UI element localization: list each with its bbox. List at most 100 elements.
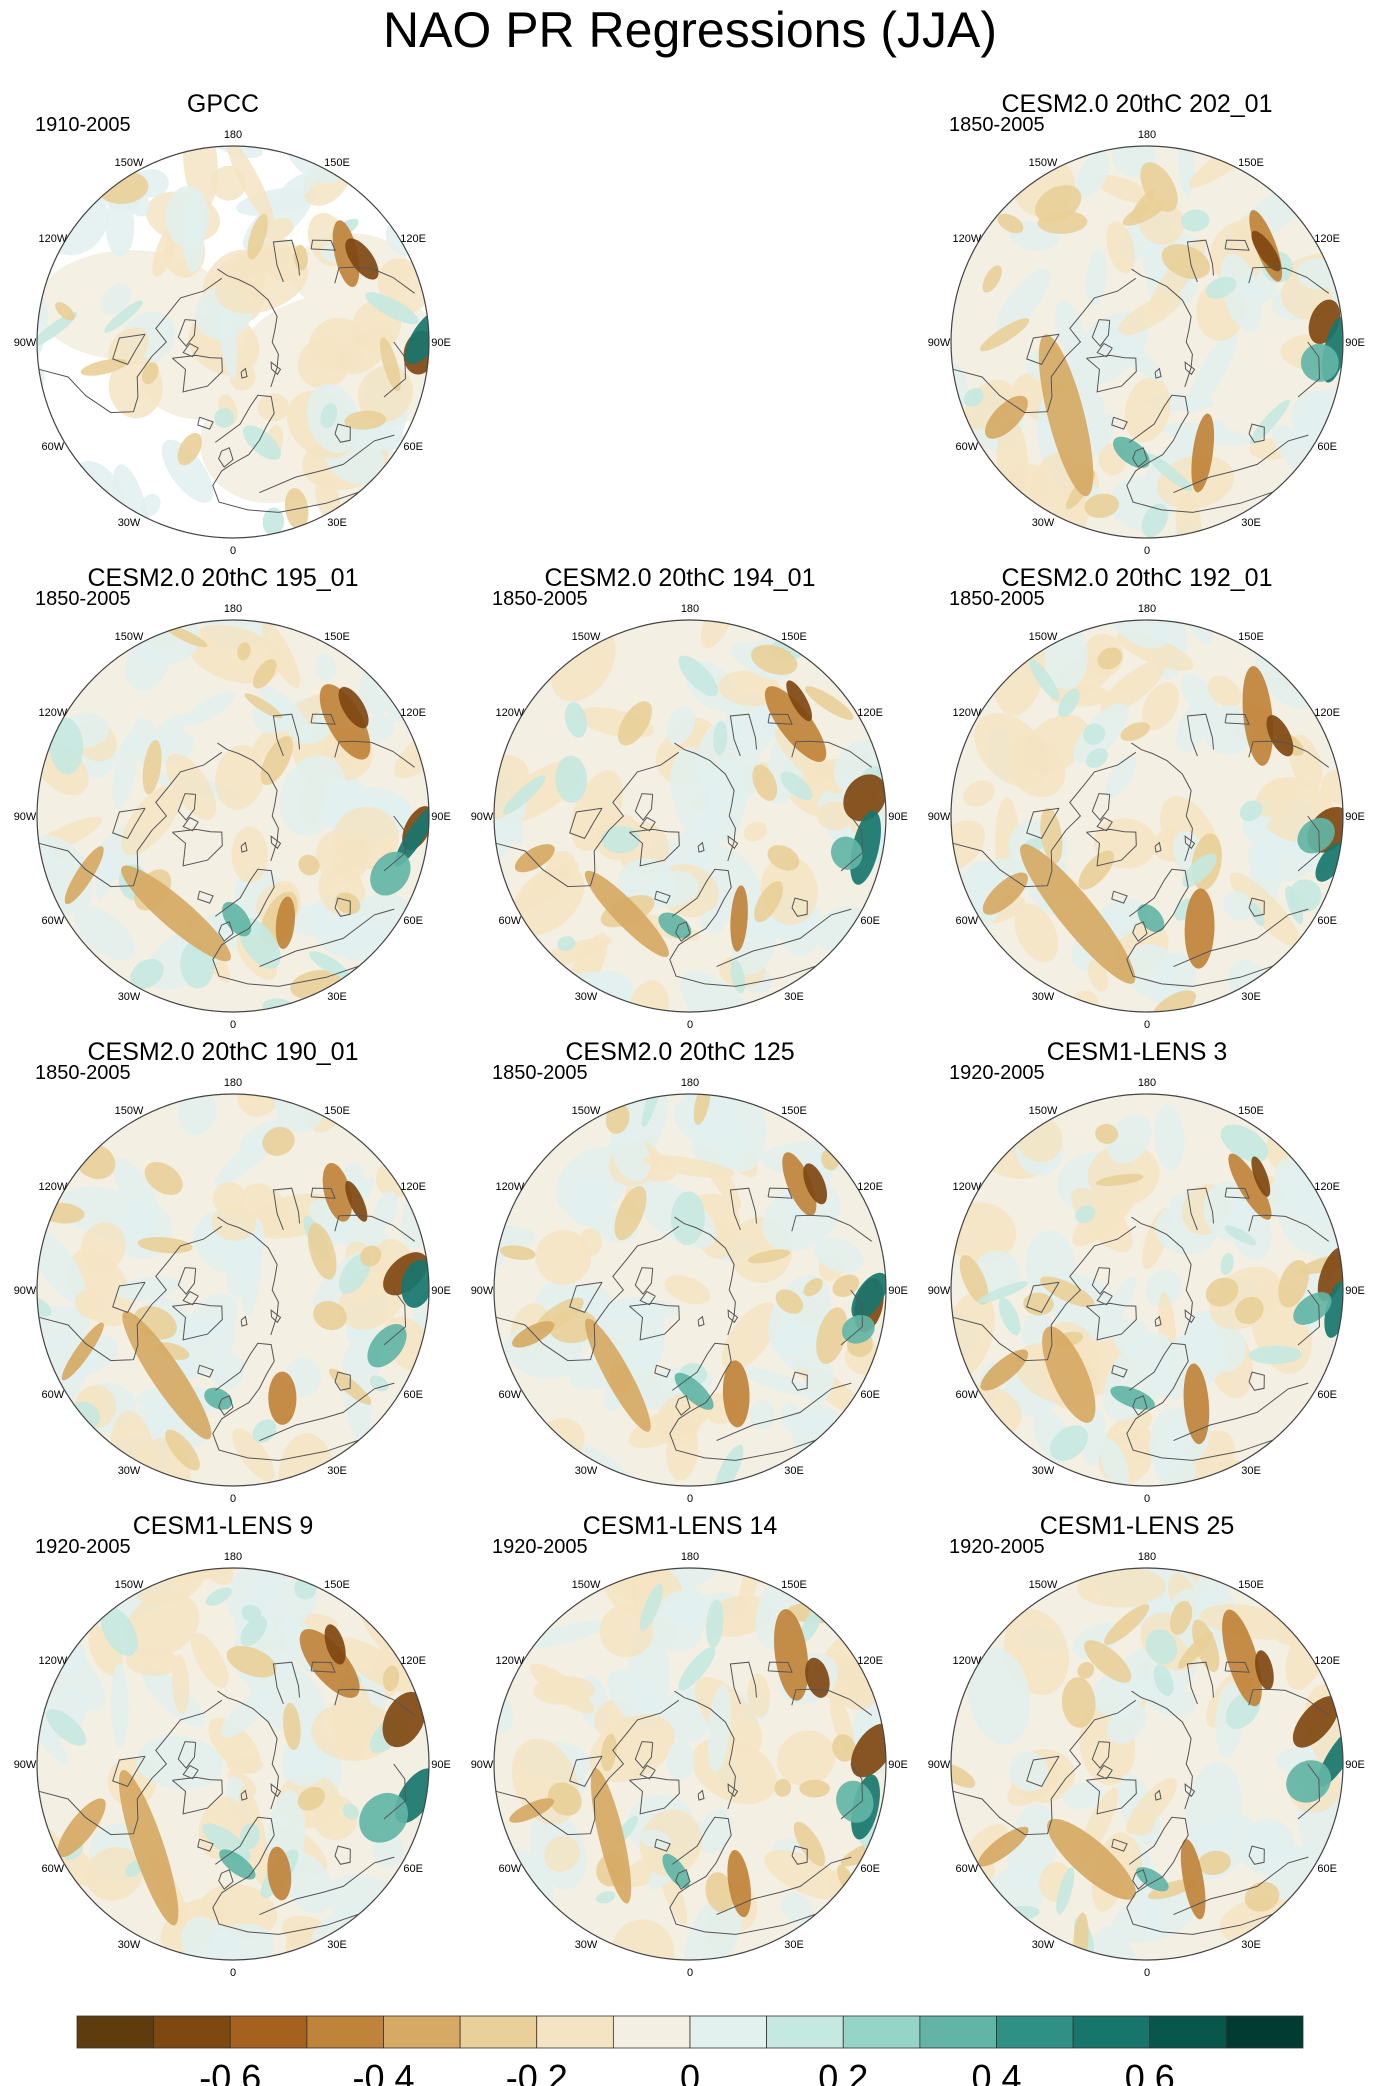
colorbar-swatch (766, 2015, 844, 2049)
longitude-label: 30W (575, 1939, 598, 1951)
longitude-label: 60W (956, 441, 979, 453)
longitude-label: 90E (1345, 811, 1365, 823)
longitude-label: 180 (224, 603, 242, 615)
longitude-label: 30E (327, 1465, 347, 1477)
coastlines (38, 1661, 415, 1935)
longitude-label: 150E (781, 631, 807, 643)
colorbar-swatch (1072, 2015, 1151, 2049)
colorbar-swatch (919, 2015, 997, 2049)
panel-period: 1910-2005 (35, 114, 131, 136)
colorbar-swatch (383, 2015, 461, 2049)
coastlines (952, 713, 1329, 987)
longitude-label: 0 (1144, 545, 1150, 557)
longitude-label: 150E (1238, 1105, 1264, 1117)
map-outline (36, 145, 430, 539)
longitude-label: 180 (1138, 1077, 1156, 1089)
longitude-label: 30W (575, 1465, 598, 1477)
coastlines (495, 1661, 872, 1935)
longitude-label: 120E (400, 233, 426, 245)
coastlines (952, 1661, 1329, 1935)
map-outline (950, 619, 1344, 1013)
longitude-label: 60W (956, 1389, 979, 1401)
map-panel: 180 150E 120E 90E 60E 30E 0 30W 60W 90W 120W 150W CE… (928, 564, 1365, 1031)
longitude-label: 150E (781, 1105, 807, 1117)
colorbar-swatch (1149, 2015, 1227, 2049)
longitude-label: 60E (1317, 1389, 1337, 1401)
longitude-label: 150E (781, 1579, 807, 1591)
figure-title: NAO PR Regressions (JJA) (382, 2, 998, 58)
panel-period: 1850-2005 (35, 588, 131, 610)
longitude-label: 150W (1029, 1579, 1058, 1591)
longitude-label: 120W (495, 1181, 524, 1193)
longitude-label: 30W (1032, 517, 1055, 529)
map-panel: 180 150E 120E 90E 60E 30E 0 30W 60W 90W 120W 150W CE… (14, 564, 451, 1031)
map-outline (493, 1567, 887, 1961)
longitude-label: 150W (115, 157, 144, 169)
longitude-label: 120W (952, 1181, 981, 1193)
longitude-label: 150E (324, 1105, 350, 1117)
longitude-label: 30W (118, 1465, 141, 1477)
panel-title: CESM2.0 20thC 125 (565, 1038, 794, 1066)
longitude-label: 150W (1029, 157, 1058, 169)
panel-period: 1920-2005 (949, 1536, 1045, 1558)
longitude-label: 30W (118, 517, 141, 529)
longitude-label: 120W (38, 707, 67, 719)
longitude-label: 180 (1138, 1551, 1156, 1563)
longitude-label: 0 (687, 1967, 693, 1979)
longitude-label: 30E (327, 517, 347, 529)
longitude-label: 180 (224, 1551, 242, 1563)
map-outline (36, 619, 430, 1013)
longitude-label: 60W (956, 1863, 979, 1875)
map-outline (36, 1093, 430, 1487)
longitude-label: 90W (928, 1759, 951, 1771)
longitude-label: 0 (1144, 1019, 1150, 1031)
longitude-label: 0 (687, 1493, 693, 1505)
longitude-label: 150W (115, 1579, 144, 1591)
longitude-label: 90W (928, 337, 951, 349)
longitude-label: 30W (1032, 1939, 1055, 1951)
longitude-label: 30E (784, 1939, 804, 1951)
longitude-label: 120W (495, 707, 524, 719)
longitude-label: 120E (1314, 707, 1340, 719)
longitude-label: 90W (471, 1285, 494, 1297)
longitude-label: 30E (1241, 1465, 1261, 1477)
longitude-label: 60E (403, 915, 423, 927)
map-outline (36, 1567, 430, 1961)
colorbar-label: -0.4 (352, 2057, 414, 2086)
colorbar-swatch (76, 2015, 155, 2049)
coastlines (495, 713, 872, 987)
longitude-label: 90E (888, 1285, 908, 1297)
colorbar-label: 0.2 (818, 2057, 868, 2086)
longitude-label: 30E (1241, 991, 1261, 1003)
precip-field (951, 1104, 1343, 1486)
longitude-label: 150W (1029, 631, 1058, 643)
longitude-label: 30W (1032, 991, 1055, 1003)
longitude-label: 30W (575, 991, 598, 1003)
panel-period: 1850-2005 (492, 1062, 588, 1084)
panel-period: 1920-2005 (949, 1062, 1045, 1084)
colorbar-swatch (689, 2015, 768, 2049)
longitude-label: 60W (42, 1389, 65, 1401)
longitude-label: 0 (1144, 1493, 1150, 1505)
longitude-label: 180 (681, 1077, 699, 1089)
colorbar-swatch (536, 2015, 614, 2049)
map-outline (950, 145, 1344, 539)
colorbar-swatch (612, 2015, 691, 2049)
longitude-label: 30W (1032, 1465, 1055, 1477)
colorbar-swatch (1225, 2015, 1304, 2049)
colorbar-label: -0.6 (199, 2057, 261, 2086)
panel-title: CESM2.0 20thC 192_01 (1001, 564, 1272, 592)
panel-title: CESM1-LENS 9 (133, 1512, 314, 1540)
colorbar-swatch (153, 2015, 231, 2049)
longitude-label: 0 (687, 1019, 693, 1031)
longitude-label: 120E (1314, 1181, 1340, 1193)
longitude-label: 150W (572, 631, 601, 643)
longitude-label: 90E (888, 1759, 908, 1771)
longitude-label: 90E (431, 337, 451, 349)
longitude-label: 120W (38, 233, 67, 245)
coastlines (495, 1187, 872, 1461)
longitude-label: 120E (400, 1181, 426, 1193)
longitude-label: 90E (1345, 1285, 1365, 1297)
longitude-label: 120E (857, 707, 883, 719)
map-outline (493, 619, 887, 1013)
